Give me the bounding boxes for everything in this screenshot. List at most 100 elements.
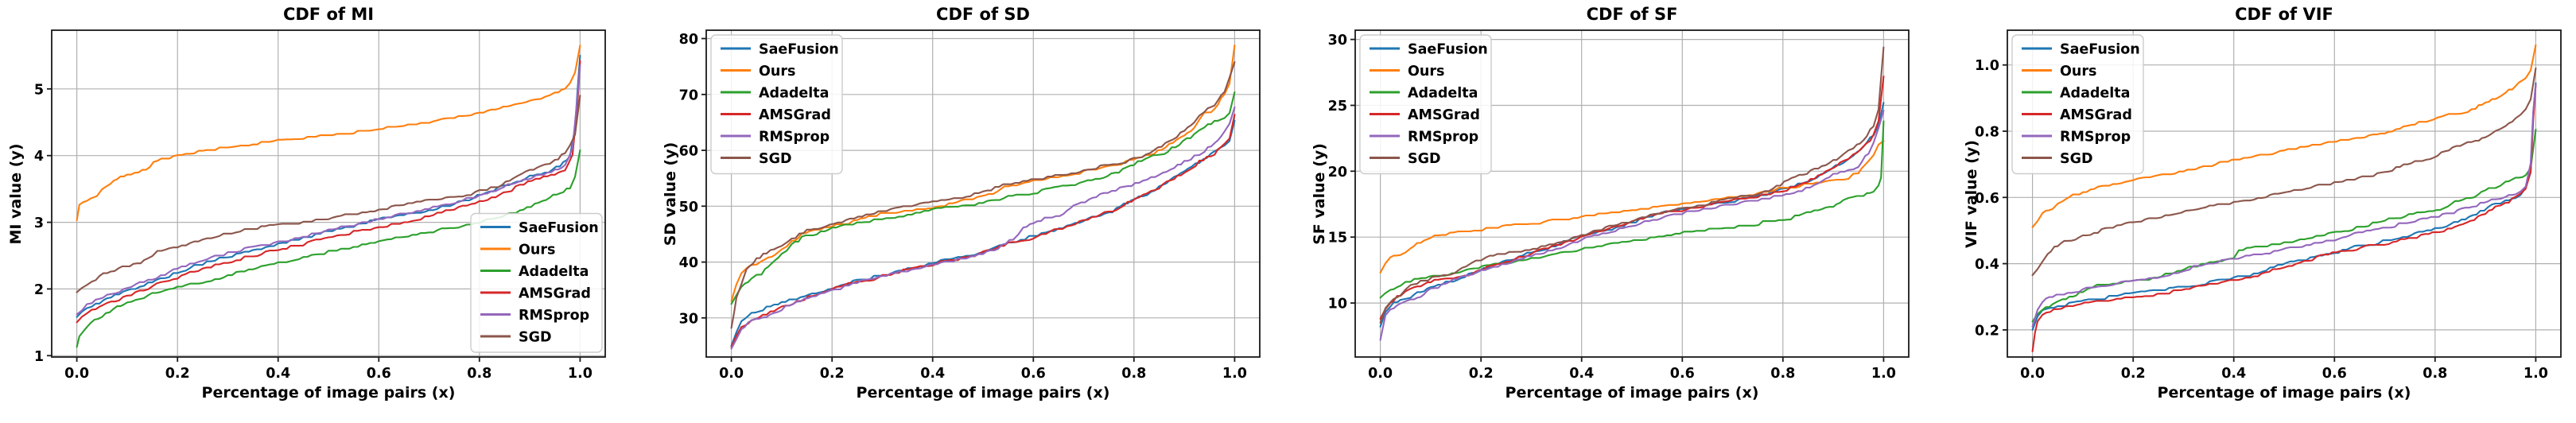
legend-label-ours: Ours <box>1408 64 1444 80</box>
x-tick-label: 0.4 <box>920 366 945 382</box>
legend-label-amsgrad: AMSGrad <box>519 286 591 302</box>
legend-label-amsgrad: AMSGrad <box>1408 107 1480 123</box>
series-line-sgd <box>1379 46 1885 324</box>
chart-title: CDF of SD <box>936 5 1030 24</box>
y-tick-label: 40 <box>679 255 698 271</box>
x-tick-label: 1.0 <box>1871 366 1896 382</box>
y-axis-label: SF value (y) <box>1311 142 1328 245</box>
legend-label-ours: Ours <box>2060 64 2096 80</box>
legend-label-amsgrad: AMSGrad <box>2060 107 2132 123</box>
chart-cell-cdf-mi: 0.0 0.2 0.4 0.6 0.8 1.0 1 2 3 4 5 SaeFusion Ours Adad… <box>0 0 644 423</box>
legend-label-sgd: SGD <box>1408 151 1441 167</box>
series-line-amsgrad <box>2031 83 2537 352</box>
y-tick-label: 1 <box>34 349 44 365</box>
cdf-sd-plot: 0.0 0.2 0.4 0.6 0.8 1.0 30 40 50 60 70 80 SaeFusion O… <box>679 29 1261 382</box>
x-tick-label: 0.8 <box>2423 366 2447 382</box>
chart-title: CDF of VIF <box>2235 5 2333 24</box>
chart-title: CDF of SF <box>1586 5 1678 24</box>
y-axis-label: VIF value (y) <box>1963 139 1980 248</box>
chart-title: CDF of MI <box>282 5 375 24</box>
x-tick-label: 0.6 <box>367 366 391 382</box>
y-tick-label: 2 <box>34 282 44 298</box>
cdf-vif-plot: 0.0 0.2 0.4 0.6 0.8 1.0 0.2 0.4 0.6 0.8 1.0 SaeFusi… <box>1975 29 2562 382</box>
x-tick-label: 0.0 <box>64 366 89 382</box>
x-tick-label: 1.0 <box>568 366 593 382</box>
legend-label-adadelta: Adadelta <box>2060 86 2130 102</box>
axes-frame <box>1354 29 1910 358</box>
y-tick-label: 50 <box>679 200 698 215</box>
y-tick-label: 80 <box>679 32 698 48</box>
y-tick-label: 0.8 <box>1975 125 1999 141</box>
legend: SaeFusion Ours Adadelta AMSGrad RMSprop SGD <box>470 212 603 353</box>
legend-label-rmsprop: RMSprop <box>2060 130 2131 146</box>
y-tick-label: 30 <box>679 311 698 327</box>
series-line-adadelta <box>1379 120 1885 299</box>
axes-frame <box>51 29 606 358</box>
axes-frame <box>2007 29 2562 358</box>
x-tick-label: 0.6 <box>2322 366 2347 382</box>
series-line-saefusion <box>2031 82 2537 331</box>
y-tick-label: 1.0 <box>1975 58 1999 74</box>
legend-label-sgd: SGD <box>2060 151 2093 167</box>
legend-label-adadelta: Adadelta <box>519 264 589 280</box>
x-tick-label: 0.0 <box>2020 366 2045 382</box>
x-tick-label: 1.0 <box>1222 366 1247 382</box>
y-tick-label: 70 <box>679 87 698 103</box>
y-tick-label: 20 <box>1328 165 1347 180</box>
y-axis-label: SD value (y) <box>662 142 679 246</box>
legend: SaeFusion Ours Adadelta AMSGrad RMSprop SGD <box>1359 34 1492 175</box>
x-tick-label: 0.2 <box>2121 366 2146 382</box>
x-tick-label: 0.6 <box>1670 366 1695 382</box>
y-tick-label: 3 <box>34 215 44 231</box>
y-tick-label: 0.4 <box>1975 257 1999 273</box>
chart-cell-cdf-sf: 0.0 0.2 0.4 0.6 0.8 1.0 10 15 20 25 30 SaeFusion Our… <box>1288 0 1933 423</box>
series-line-sgd <box>730 60 1236 329</box>
x-tick-label: 0.2 <box>165 366 190 382</box>
x-tick-label: 1.0 <box>2524 366 2548 382</box>
y-tick-label: 25 <box>1328 99 1347 114</box>
legend-label-ours: Ours <box>519 243 555 258</box>
x-tick-label: 0.2 <box>820 366 845 382</box>
y-tick-label: 10 <box>1328 297 1347 312</box>
y-tick-label: 4 <box>34 149 44 165</box>
legend-label-adadelta: Adadelta <box>759 86 829 102</box>
legend-label-saefusion: SaeFusion <box>1408 42 1488 58</box>
axes-frame <box>705 29 1261 358</box>
legend: SaeFusion Ours Adadelta AMSGrad RMSprop SGD <box>2011 34 2144 175</box>
series-line-adadelta <box>730 91 1236 305</box>
legend-label-amsgrad: AMSGrad <box>759 107 831 123</box>
legend: SaeFusion Ours Adadelta AMSGrad RMSprop SGD <box>710 34 843 175</box>
y-tick-label: 5 <box>34 82 44 98</box>
cdf-mi-plot: 0.0 0.2 0.4 0.6 0.8 1.0 1 2 3 4 5 SaeFusion Ours Adad… <box>34 29 606 382</box>
series-line-amsgrad <box>76 60 581 324</box>
x-tick-label: 0.8 <box>1121 366 1146 382</box>
legend-label-saefusion: SaeFusion <box>519 220 599 236</box>
x-axis-label: Percentage of image pairs (x) <box>856 384 1110 402</box>
series-line-sgd <box>76 95 581 293</box>
x-tick-label: 0.0 <box>719 366 744 382</box>
legend-label-sgd: SGD <box>759 151 792 167</box>
x-tick-label: 0.4 <box>1569 366 1594 382</box>
x-tick-label: 0.8 <box>467 366 491 382</box>
y-tick-label: 60 <box>679 144 698 160</box>
y-tick-label: 15 <box>1328 231 1347 246</box>
cdf-sf-plot: 0.0 0.2 0.4 0.6 0.8 1.0 10 15 20 25 30 SaeFusion Our… <box>1328 29 1910 382</box>
series-line-ours <box>730 44 1236 302</box>
series-line-rmsprop <box>730 106 1236 350</box>
y-tick-label: 30 <box>1328 33 1347 49</box>
series-line-rmsprop <box>1379 110 1885 341</box>
legend-label-ours: Ours <box>759 64 795 80</box>
x-tick-label: 0.8 <box>1770 366 1795 382</box>
series-line-sgd <box>2031 67 2537 277</box>
legend-label-saefusion: SaeFusion <box>759 42 839 58</box>
x-axis-label: Percentage of image pairs (x) <box>2157 384 2411 402</box>
series-line-ours <box>2031 44 2537 228</box>
y-tick-label: 0.2 <box>1975 323 1999 339</box>
series-line-ours <box>76 45 581 222</box>
x-axis-label: Percentage of image pairs (x) <box>1505 384 1759 402</box>
legend-label-rmsprop: RMSprop <box>519 308 589 324</box>
x-axis-label: Percentage of image pairs (x) <box>201 384 456 402</box>
chart-cell-cdf-vif: 0.0 0.2 0.4 0.6 0.8 1.0 0.2 0.4 0.6 0.8 1.0 SaeFusi… <box>1933 0 2576 423</box>
x-tick-label: 0.4 <box>2221 366 2246 382</box>
y-axis-label: MI value (y) <box>7 142 25 245</box>
